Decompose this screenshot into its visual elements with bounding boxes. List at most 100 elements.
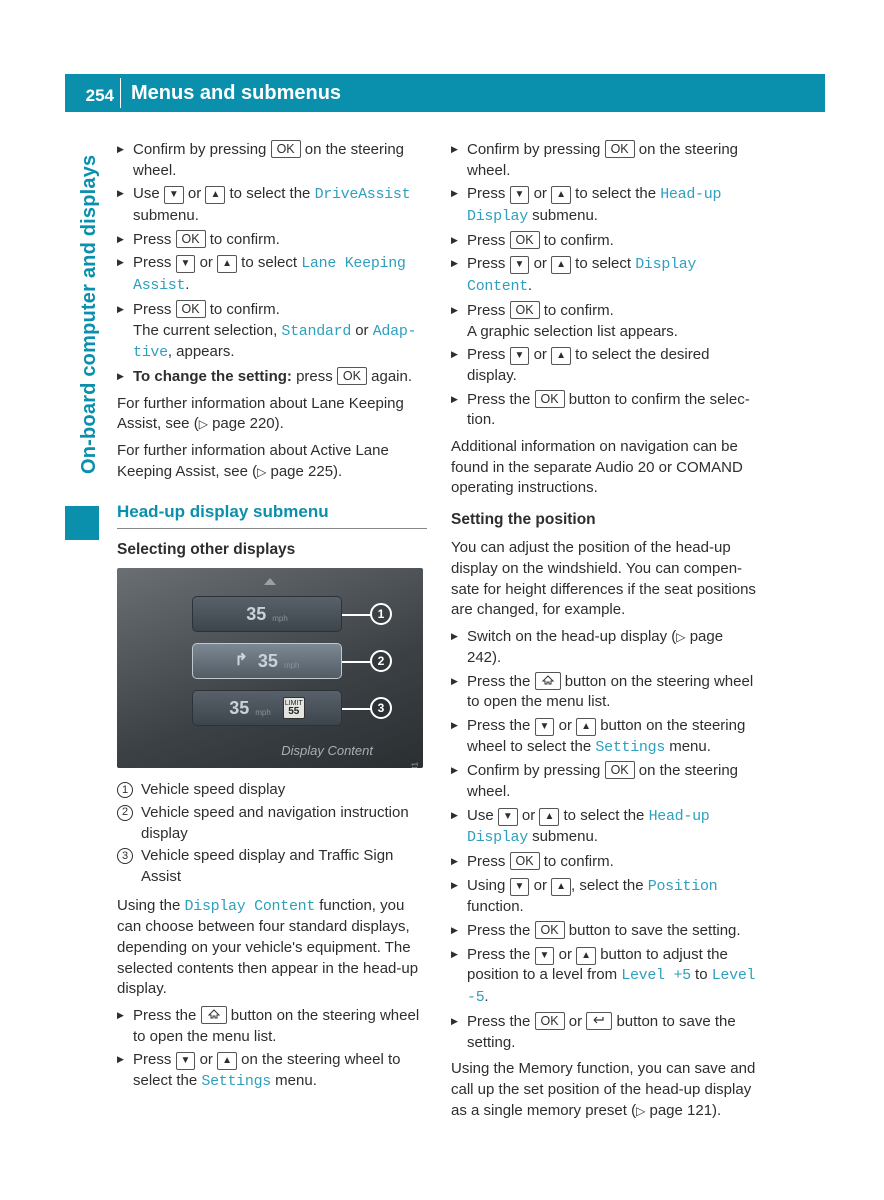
link-position: Position	[648, 878, 718, 895]
legend-marker: 3	[117, 848, 133, 864]
step: Use ▼ or ▲ to select the DriveAs­sist su…	[117, 184, 427, 226]
callout-line	[342, 661, 372, 663]
down-key: ▼	[176, 255, 196, 273]
display-option-1: 35mph	[192, 596, 342, 632]
step: Press the ▼ or ▲ button on the steer­ing…	[451, 716, 761, 758]
ok-key: OK	[271, 140, 301, 158]
step: Using ▼ or ▲, select the Position functi…	[451, 876, 761, 918]
heading-setting-position: Setting the position	[451, 509, 761, 530]
step: Press ▼ or ▲ to select Display Content.	[451, 254, 761, 297]
steps-list-3: Confirm by pressing OK on the steering w…	[451, 140, 761, 431]
down-key: ▼	[498, 808, 518, 826]
up-key: ▲	[551, 878, 571, 896]
step-label: To change the setting:	[133, 368, 292, 385]
step: Press ▼ or ▲ to select Lane Keep­ing Ass…	[117, 253, 427, 296]
ref-icon: ▷	[199, 416, 208, 433]
heading-hud-submenu: Head-up display submenu	[117, 500, 427, 528]
display-option-2: ↱ 35mph	[192, 643, 342, 679]
speed-limit-sign-icon: LIMIT55	[283, 697, 305, 719]
step: Press OK to confirm.	[117, 230, 427, 251]
ok-key: OK	[535, 921, 565, 939]
nav-arrow-icon: ↱	[235, 650, 248, 672]
up-key: ▲	[551, 347, 571, 365]
down-key: ▼	[535, 718, 555, 736]
step: Press the OK button to save the setting.	[451, 921, 761, 942]
sidebar-tab-marker	[65, 506, 99, 540]
callout-line	[342, 614, 372, 616]
up-key: ▲	[576, 947, 596, 965]
image-code: P54.33-4247-31	[409, 762, 420, 768]
callout-3: 3	[370, 697, 392, 719]
hud-display-illustration: 35mph ↱ 35mph 35mph LIMIT55 1 2 3 Displa…	[117, 568, 423, 768]
page-title: Menus and submenus	[121, 82, 341, 105]
illustration-caption: Display Content	[281, 742, 373, 760]
step: Press OK to confirm.	[451, 852, 761, 873]
sidebar-section-label: On-board computer and displays	[78, 155, 101, 474]
step: Press OK to confirm.	[451, 231, 761, 252]
step: Press the button on the steering wheel t…	[117, 1006, 427, 1047]
link-level-plus5: Level +5	[621, 967, 691, 984]
heading-selecting-displays: Selecting other displays	[117, 539, 427, 560]
step: Press OK to confirm. A graphic selection…	[451, 301, 761, 342]
step: Confirm by pressing OK on the steering w…	[451, 140, 761, 181]
para: Additional information on navigation can…	[451, 437, 761, 499]
page-number-box: 254	[65, 74, 120, 112]
link-display-content: Display Content	[185, 898, 316, 915]
step-result: The current selection, Standard or Adap­…	[133, 321, 427, 364]
down-key: ▼	[510, 186, 530, 204]
step: Press the OK or button to save the setti…	[451, 1012, 761, 1053]
page-number: 254	[86, 86, 114, 106]
down-key: ▼	[164, 186, 184, 204]
ok-key: OK	[510, 231, 540, 249]
ok-key: OK	[510, 301, 540, 319]
page-header: 254 Menus and submenus	[65, 74, 825, 112]
step: Press ▼ or ▲ to select the desired displ…	[451, 345, 761, 386]
callout-2: 2	[370, 650, 392, 672]
link-settings: Settings	[595, 739, 665, 756]
legend-item: 2Vehicle speed and navigation instructio…	[117, 803, 427, 844]
step: Press ▼ or ▲ on the steering wheel to se…	[117, 1050, 427, 1092]
left-column: Confirm by pressing OK on the steering w…	[117, 140, 427, 1127]
link-standard: Standard	[281, 323, 351, 340]
legend-marker: 1	[117, 782, 133, 798]
up-key: ▲	[576, 718, 596, 736]
step: Press the OK button to confirm the selec…	[451, 390, 761, 431]
steps-list-2: Press the button on the steering wheel t…	[117, 1006, 427, 1093]
legend-marker: 2	[117, 805, 133, 821]
home-key	[535, 672, 561, 690]
step-result: A graphic selection list appears.	[467, 322, 761, 343]
step: Press the ▼ or ▲ button to adjust the po…	[451, 945, 761, 1009]
down-key: ▼	[510, 347, 530, 365]
ok-key: OK	[535, 390, 565, 408]
steps-list-1: Confirm by pressing OK on the steering w…	[117, 140, 427, 388]
ok-key: OK	[176, 300, 206, 318]
down-key: ▼	[510, 878, 530, 896]
up-key: ▲	[539, 808, 559, 826]
back-key	[586, 1012, 612, 1030]
para: Using the Display Content function, you …	[117, 896, 427, 1000]
ref-icon: ▷	[257, 464, 266, 481]
ok-key: OK	[337, 367, 367, 385]
link-settings: Settings	[201, 1073, 271, 1090]
ok-key: OK	[535, 1012, 565, 1030]
ref-icon: ▷	[636, 1103, 645, 1120]
up-key: ▲	[551, 186, 571, 204]
para: Using the Memory function, you can save …	[451, 1059, 761, 1121]
right-column: Confirm by pressing OK on the steering w…	[451, 140, 761, 1127]
step: Use ▼ or ▲ to select the Head-up Display…	[451, 806, 761, 849]
ok-key: OK	[176, 230, 206, 248]
para: For further information about Active Lan…	[117, 441, 427, 482]
content-area: Confirm by pressing OK on the steering w…	[117, 140, 827, 1127]
steps-list-4: Switch on the head-up display (▷ page 24…	[451, 627, 761, 1053]
legend-item: 3Vehicle speed display and Traffic Sign …	[117, 846, 427, 887]
step: Press the button on the steering wheel t…	[451, 672, 761, 713]
up-key: ▲	[217, 1052, 237, 1070]
down-key: ▼	[176, 1052, 196, 1070]
home-key	[201, 1006, 227, 1024]
step: Press OK to confirm. The current selecti…	[117, 300, 427, 364]
step: To change the setting: press OK again.	[117, 367, 427, 388]
callout-1: 1	[370, 603, 392, 625]
link-driveassist: DriveAs­sist	[315, 186, 411, 203]
para: You can adjust the position of the head-…	[451, 538, 761, 621]
callout-line	[342, 708, 372, 710]
